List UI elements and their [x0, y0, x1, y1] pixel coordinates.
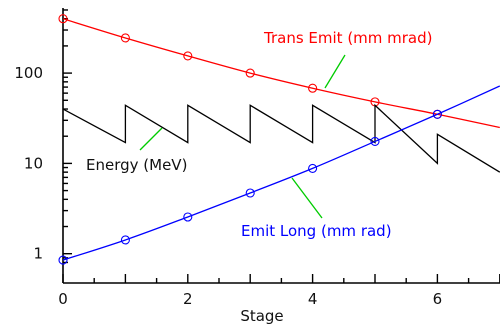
data-point-trans-emit [183, 51, 193, 61]
y-tick-label: 1 [33, 245, 43, 263]
series-line-trans-emit [63, 18, 500, 129]
data-point-trans-emit [308, 83, 318, 93]
x-tick-label: 2 [183, 290, 193, 308]
x-tick-label: 6 [433, 290, 443, 308]
data-point-emit-long [120, 235, 130, 245]
leader-energy [139, 127, 163, 151]
series-line-emit-long [63, 85, 500, 261]
series-label-energy: Energy (MeV) [86, 156, 187, 174]
y-tick-label: 10 [24, 154, 43, 172]
data-point-trans-emit [245, 68, 255, 78]
x-tick-label: 4 [308, 290, 318, 308]
series-layer [58, 14, 500, 265]
data-point-emit-long [58, 255, 68, 265]
leader-trans-emit [324, 54, 346, 89]
data-point-emit-long [308, 163, 318, 173]
series-line-energy [63, 103, 500, 173]
series-label-emit-long: Emit Long (mm rad) [241, 222, 392, 240]
y-tick-label: 100 [14, 64, 43, 82]
leader-emit-long [291, 177, 323, 219]
data-point-emit-long [432, 109, 442, 119]
data-point-emit-long [245, 188, 255, 198]
x-tick-label: 0 [58, 290, 68, 308]
x-axis-label: Stage [240, 307, 283, 325]
data-point-emit-long [183, 212, 193, 222]
axes: 1 10 100 0 2 4 6 [14, 8, 500, 308]
data-point-trans-emit [58, 14, 68, 24]
data-point-trans-emit [120, 33, 130, 43]
data-point-emit-long [370, 136, 380, 147]
labels-layer: Stage Trans Emit (mm mrad) Energy (MeV) … [86, 29, 433, 325]
series-label-trans-emit: Trans Emit (mm mrad) [263, 29, 433, 47]
